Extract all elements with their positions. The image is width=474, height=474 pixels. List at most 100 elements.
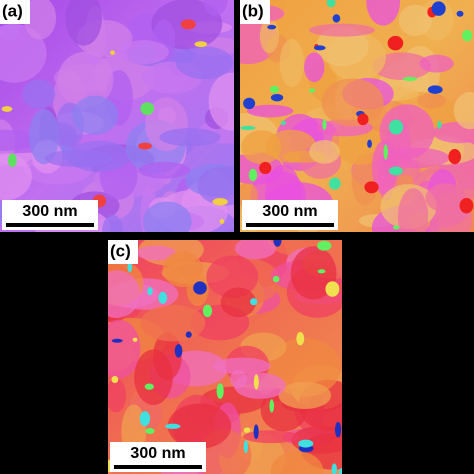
grain	[140, 304, 206, 342]
small-grain	[193, 281, 207, 295]
grain	[44, 149, 114, 168]
small-grain	[1, 106, 13, 112]
small-grain	[448, 148, 462, 165]
overlays: (a) 300 nm (b) 300 nm (c) 300 nm	[0, 0, 338, 472]
scale-bar-label: 300 nm	[130, 445, 185, 462]
scale-bar	[6, 223, 94, 227]
small-grain	[462, 29, 473, 42]
panel-b	[240, 0, 474, 232]
grain	[57, 51, 114, 109]
small-grain	[158, 291, 168, 304]
small-grain	[388, 166, 403, 176]
small-grain	[250, 298, 258, 306]
scale-bar-label: 300 nm	[22, 203, 77, 220]
grain	[220, 287, 257, 318]
small-grain	[145, 428, 155, 434]
small-grain	[7, 153, 17, 167]
grain	[23, 0, 57, 40]
small-grain	[387, 35, 404, 51]
small-grain	[269, 85, 280, 94]
grain	[118, 40, 169, 65]
small-grain	[402, 76, 418, 81]
panel-label: (a)	[2, 1, 23, 20]
grain	[197, 166, 234, 206]
small-grain	[144, 383, 154, 390]
small-grain	[309, 88, 316, 93]
small-grain	[317, 269, 326, 274]
grain	[290, 246, 337, 300]
grain	[372, 52, 432, 80]
small-grain	[456, 10, 464, 17]
grain	[102, 214, 123, 232]
panel-a	[0, 0, 234, 232]
grain	[159, 128, 221, 147]
small-grain	[431, 1, 446, 16]
scale-bar	[114, 465, 202, 469]
grain	[278, 381, 332, 409]
small-grain	[248, 168, 258, 182]
small-grain	[111, 376, 119, 384]
small-grain	[212, 198, 228, 206]
small-grain	[272, 275, 280, 283]
grain	[142, 201, 192, 232]
grain	[0, 129, 39, 151]
small-grain	[322, 119, 327, 130]
grain	[138, 161, 191, 179]
grain	[397, 188, 429, 232]
small-grain	[253, 424, 259, 440]
small-grain	[296, 332, 305, 346]
small-grain	[243, 97, 256, 110]
small-grain	[127, 261, 132, 273]
grain	[366, 0, 401, 26]
grain	[425, 183, 466, 213]
grain	[234, 240, 277, 260]
small-grain	[180, 19, 196, 30]
small-grain	[298, 439, 314, 448]
small-grain	[313, 45, 326, 51]
grain	[419, 54, 454, 73]
grain	[203, 0, 228, 16]
small-grain	[194, 41, 208, 48]
grain	[279, 38, 305, 88]
small-grain	[367, 139, 372, 148]
small-grain	[328, 177, 341, 190]
grain	[304, 52, 325, 83]
small-grain	[147, 287, 153, 296]
grain	[28, 109, 59, 165]
grain	[246, 104, 294, 118]
small-grain	[388, 119, 404, 135]
grain	[108, 378, 127, 413]
small-grain	[437, 120, 442, 129]
small-grain	[280, 120, 286, 126]
small-grain	[269, 399, 275, 413]
small-grain	[219, 219, 225, 224]
small-grain	[140, 102, 155, 115]
grain	[398, 4, 432, 37]
grain	[0, 24, 47, 83]
small-grain	[138, 142, 152, 150]
grain	[108, 270, 140, 318]
label-box	[0, 0, 30, 24]
grain	[134, 349, 173, 405]
panel-c	[108, 240, 342, 474]
label-box	[108, 240, 138, 264]
small-grain	[165, 423, 181, 429]
small-grain	[332, 14, 341, 23]
small-grain	[364, 181, 379, 194]
small-grain	[338, 467, 342, 474]
grain	[321, 78, 384, 127]
small-grain	[253, 374, 259, 390]
small-grain	[325, 281, 340, 297]
panel-label: (c)	[110, 241, 131, 260]
grain	[270, 451, 324, 474]
panel-label: (b)	[242, 1, 264, 20]
label-box	[240, 0, 270, 24]
grain	[309, 139, 340, 164]
small-grain	[259, 161, 272, 175]
small-grain	[396, 44, 401, 49]
grain	[417, 93, 446, 109]
grain	[308, 23, 375, 37]
small-grain	[174, 344, 183, 358]
